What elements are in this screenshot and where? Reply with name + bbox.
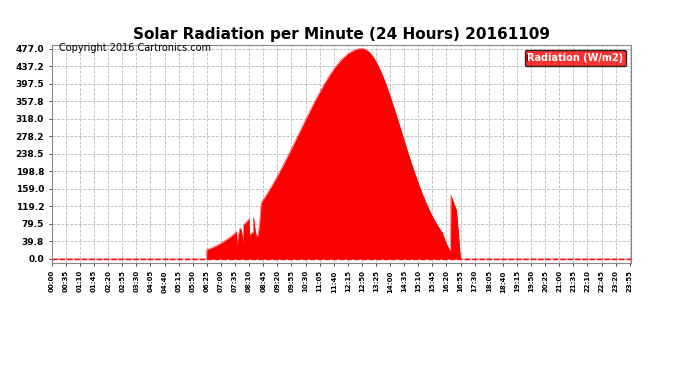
Title: Solar Radiation per Minute (24 Hours) 20161109: Solar Radiation per Minute (24 Hours) 20… xyxy=(133,27,550,42)
Legend: Radiation (W/m2): Radiation (W/m2) xyxy=(524,50,627,66)
Text: Copyright 2016 Cartronics.com: Copyright 2016 Cartronics.com xyxy=(59,43,210,52)
